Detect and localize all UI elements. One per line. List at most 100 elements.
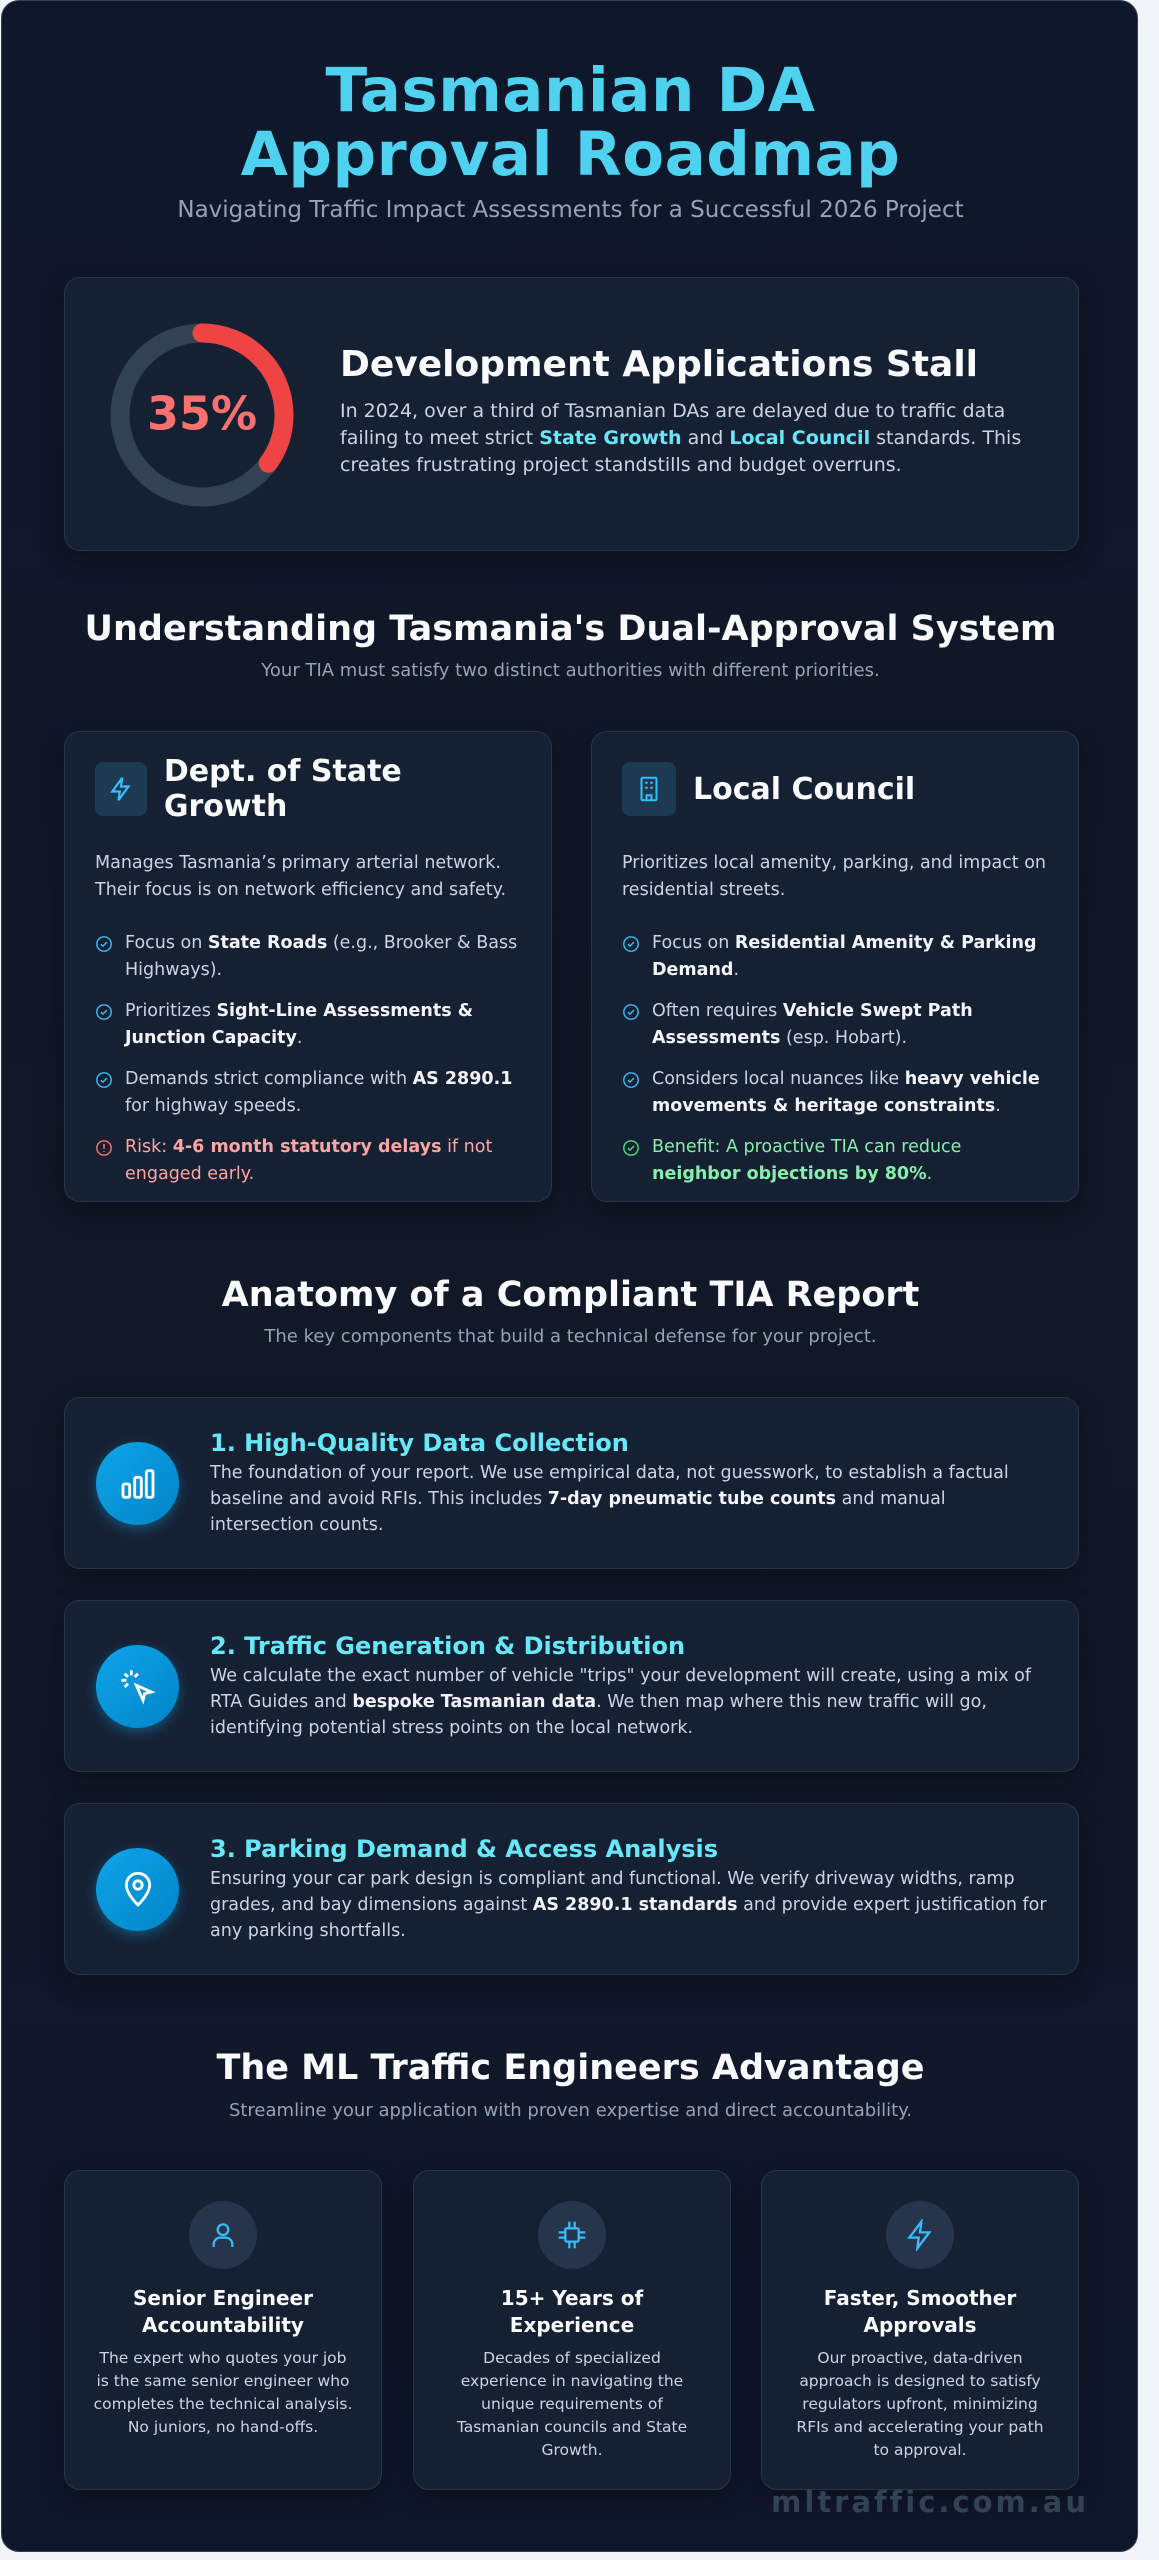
text: for highway speeds.: [125, 1096, 302, 1116]
benefit: Benefit: A proactive TIA can reduce neig…: [622, 1134, 1048, 1188]
card-title: Dept. of State Growth: [163, 754, 402, 824]
step-icon: [96, 1848, 179, 1931]
emphasis: Residential Amenity & Parking Demand: [652, 933, 1037, 980]
risk: Risk: 4-6 month statutory delays if not …: [95, 1134, 521, 1188]
section-subtitle: Streamline your application with proven …: [228, 2100, 913, 2121]
advantage-icon: [886, 2201, 954, 2269]
card-intro: Prioritizes local amenity, parking, and …: [622, 853, 1047, 900]
list-item: Focus on Residential Amenity & Parking D…: [622, 930, 1048, 984]
check-icon: [623, 1004, 639, 1020]
text: .: [296, 1028, 303, 1048]
section-subtitle: The key components that build a technica…: [264, 1326, 877, 1347]
step-text: The foundation of your report. We use em…: [210, 1460, 1050, 1538]
section-subtitle: Your TIA must satisfy two distinct autho…: [261, 660, 880, 681]
stat-label: 35%: [147, 387, 257, 441]
stall-card: 35% Development Applications Stall In 20…: [64, 277, 1079, 551]
text: Focus on: [125, 933, 208, 953]
text: Benefit: A proactive TIA can reduce: [652, 1137, 962, 1157]
check-icon: [96, 1072, 112, 1088]
step-title: 2. Traffic Generation & Distribution: [210, 1632, 686, 1660]
advantage-card: Senior Engineer Accountability The expert…: [64, 2170, 382, 2490]
check-icon: [96, 1004, 112, 1020]
emphasis: Vehicle Swept Path Assessments: [652, 1001, 973, 1048]
text: Ensuring your car park design is complia…: [210, 1869, 1015, 1915]
check-icon: [623, 936, 639, 952]
text: .: [926, 1164, 933, 1184]
advantage-text: Our proactive, data-driven approach is d…: [796, 2349, 1044, 2459]
text: We calculate the exact number of vehicle…: [210, 1666, 1032, 1712]
text: In 2024, over a third of Tasmanian DAs a…: [340, 400, 1006, 449]
text: and: [681, 427, 730, 449]
text: and manual intersection counts.: [210, 1489, 946, 1535]
step-text: We calculate the exact number of vehicle…: [210, 1663, 1050, 1741]
step-text: Ensuring your car park design is complia…: [210, 1866, 1050, 1944]
step-card: 2. Traffic Generation & Distribution We c…: [64, 1600, 1079, 1772]
subtitle: Navigating Traffic Impact Assessments fo…: [177, 197, 964, 223]
infographic: Tasmanian DA Approval Roadmap Navigating…: [1, 0, 1138, 2552]
icon-box: [95, 762, 147, 816]
alert-icon: [96, 1140, 112, 1156]
authority-card: Dept. of State Growth Manages Tasmania’s …: [64, 731, 552, 1202]
text: . We then map where this new traffic wil…: [210, 1692, 987, 1738]
advantage-title: Senior Engineer Accountability: [133, 2286, 313, 2337]
advantage-icon: [189, 2201, 257, 2269]
item-text: Focus on State Roads (e.g., Brooker & Ba…: [125, 930, 521, 984]
advantage-icon: [538, 2201, 606, 2269]
emphasis: bespoke Tasmanian data: [352, 1692, 597, 1712]
step-icon: [96, 1442, 179, 1525]
text: Focus on: [652, 933, 735, 953]
icon-box: [622, 762, 676, 816]
text: Prioritizes: [125, 1001, 217, 1021]
item-text: Focus on Residential Amenity & Parking D…: [652, 930, 1048, 984]
step-card: 1. High-Quality Data Collection The found…: [64, 1397, 1079, 1569]
text: (esp. Hobart).: [780, 1028, 908, 1048]
step-card: 3. Parking Demand & Access Analysis Ensur…: [64, 1803, 1079, 1975]
emphasis: State Growth: [539, 427, 682, 449]
check-icon: [623, 1140, 639, 1156]
text: The foundation of your report. We use em…: [210, 1463, 1009, 1509]
emphasis: 7-day pneumatic tube counts: [547, 1489, 837, 1509]
item-text: Demands strict compliance with AS 2890.1…: [125, 1066, 521, 1120]
text: .: [995, 1096, 1001, 1116]
authority-card: Local Council Prioritizes local amenity, …: [591, 731, 1079, 1202]
note-text: Risk: 4-6 month statutory delays if not …: [125, 1134, 521, 1188]
emphasis: Sight-Line Assessments & Junction Capaci…: [125, 1001, 473, 1048]
check-icon: [623, 1072, 639, 1088]
emphasis: State Roads: [207, 933, 328, 953]
card-title: Local Council: [693, 771, 916, 807]
text: standards. This creates frustrating proj…: [340, 427, 1022, 476]
text: (e.g., Brooker & Bass Highways).: [125, 933, 518, 980]
advantage-card: 15+ Years of Experience Decades of specia…: [413, 2170, 731, 2490]
text: Considers local nuances like: [652, 1069, 905, 1089]
title: Tasmanian DA Approval Roadmap: [240, 55, 901, 190]
card-header: Local Council: [622, 762, 1048, 816]
footer: mltraffic.com.au: [771, 2485, 1089, 2519]
section-title: Understanding Tasmania's Dual-Approval S…: [84, 609, 1057, 649]
text: Demands strict compliance with: [125, 1069, 413, 1089]
text: and provide expert justification for any…: [210, 1895, 1047, 1941]
emphasis: heavy vehicle movements & heritage const…: [652, 1069, 1040, 1116]
advantage-title: 15+ Years of Experience: [500, 2286, 644, 2337]
list-item: Considers local nuances like heavy vehic…: [622, 1066, 1048, 1120]
advantage-title: Faster, Smoother Approvals: [823, 2286, 1017, 2337]
section-title: Anatomy of a Compliant TIA Report: [221, 1275, 920, 1315]
card-intro: Manages Tasmania’s primary arterial netw…: [95, 853, 507, 900]
emphasis: neighbor objections by 80%: [652, 1164, 927, 1184]
step-title: 1. High-Quality Data Collection: [210, 1429, 629, 1457]
step-title: 3. Parking Demand & Access Analysis: [210, 1835, 719, 1863]
donut: 35%: [110, 323, 294, 507]
section-title: The ML Traffic Engineers Advantage: [216, 2048, 925, 2088]
list-item: Prioritizes Sight-Line Assessments & Jun…: [95, 998, 521, 1052]
card-header: Dept. of State Growth: [95, 754, 521, 824]
list-item: Focus on State Roads (e.g., Brooker & Ba…: [95, 930, 521, 984]
item-text: Considers local nuances like heavy vehic…: [652, 1066, 1048, 1120]
text: Risk:: [125, 1137, 173, 1157]
donut-arc: [110, 323, 294, 507]
emphasis: Local Council: [729, 427, 871, 449]
header: Tasmanian DA Approval Roadmap Navigating…: [2, 55, 1137, 224]
item-text: Often requires Vehicle Swept Path Assess…: [652, 998, 1048, 1052]
emphasis: AS 2890.1 standards: [532, 1895, 738, 1915]
advantage-text: The expert who quotes your job is the sa…: [93, 2349, 353, 2436]
step-icon: [96, 1645, 179, 1728]
